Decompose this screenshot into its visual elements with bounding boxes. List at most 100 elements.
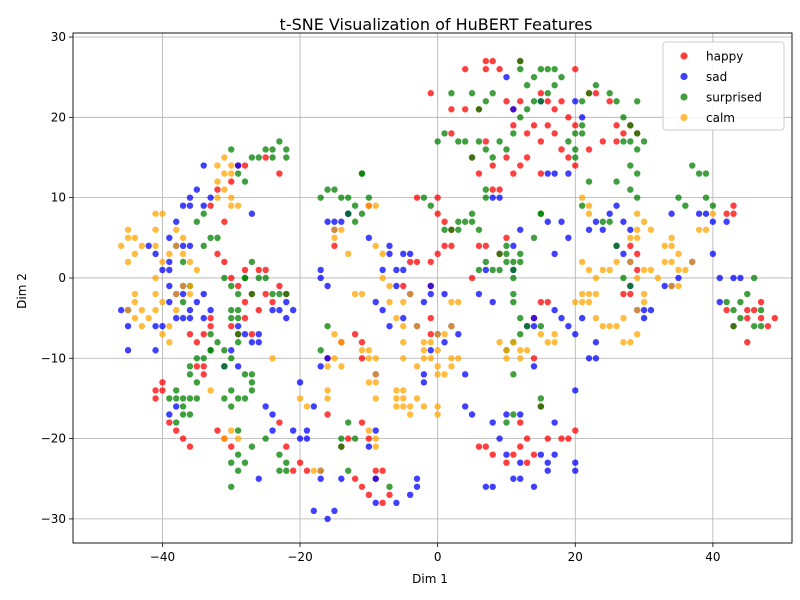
data-point (723, 298, 730, 306)
data-point (248, 210, 256, 217)
data-point (627, 122, 634, 129)
data-point (592, 82, 600, 89)
data-point (358, 210, 366, 217)
data-point (682, 202, 689, 209)
data-point (234, 314, 242, 322)
data-point (186, 314, 194, 322)
data-point (627, 282, 634, 290)
data-point (647, 266, 655, 274)
data-point (234, 363, 242, 370)
data-point (179, 250, 187, 258)
data-point (606, 218, 613, 225)
data-point (530, 483, 538, 490)
data-point (606, 322, 613, 330)
data-point (358, 355, 366, 362)
data-point (744, 339, 751, 346)
data-point (709, 202, 717, 209)
data-point (173, 419, 180, 426)
data-point (468, 90, 476, 97)
data-point (173, 226, 180, 233)
data-point (572, 65, 579, 73)
data-point (228, 427, 235, 434)
data-point (551, 419, 558, 426)
data-point (537, 451, 545, 458)
data-point (475, 443, 483, 450)
data-point (578, 202, 586, 209)
data-point (241, 330, 249, 338)
data-point (627, 290, 634, 298)
data-point (551, 106, 558, 113)
data-point (640, 306, 648, 314)
data-point (578, 122, 586, 129)
data-point (523, 130, 531, 137)
data-point (338, 475, 345, 482)
data-point (530, 322, 538, 330)
data-point (537, 210, 545, 217)
data-point (572, 467, 579, 474)
data-point (613, 138, 620, 145)
data-point (386, 483, 393, 490)
data-point (372, 395, 379, 402)
data-point (441, 130, 448, 137)
data-point (324, 387, 331, 394)
data-point (400, 282, 407, 290)
data-point (537, 65, 545, 73)
data-point (633, 194, 641, 201)
data-point (345, 467, 352, 474)
data-point (675, 266, 682, 274)
data-point (627, 339, 634, 346)
data-point (455, 298, 462, 306)
data-point (517, 114, 524, 121)
data-point (303, 427, 311, 434)
data-point (668, 210, 675, 217)
data-point (750, 322, 758, 330)
data-point (173, 427, 180, 434)
data-point (152, 274, 159, 282)
data-point (303, 467, 311, 474)
data-point (248, 379, 256, 386)
data-point (413, 475, 421, 482)
data-point (420, 347, 428, 354)
data-point (510, 371, 517, 378)
data-point (585, 290, 593, 298)
data-point (441, 226, 448, 233)
data-point (585, 355, 593, 362)
data-point (393, 282, 400, 290)
data-point (558, 98, 565, 105)
chart-title: t-SNE Visualization of HuBERT Features (280, 15, 593, 34)
data-point (400, 314, 407, 322)
data-point (200, 290, 207, 298)
data-point (675, 282, 682, 290)
data-point (358, 290, 366, 298)
data-point (633, 130, 641, 137)
data-point (606, 98, 613, 105)
data-point (599, 226, 606, 233)
data-point (578, 258, 586, 266)
x-tick-label: 0 (434, 550, 442, 564)
data-point (200, 363, 207, 370)
data-point (173, 290, 180, 298)
data-point (565, 170, 572, 177)
data-point (193, 266, 201, 274)
data-point (606, 210, 613, 217)
data-point (572, 130, 579, 137)
data-point (331, 330, 338, 338)
data-point (214, 427, 221, 434)
data-point (654, 274, 662, 282)
legend-label: surprised (706, 91, 762, 105)
data-point (503, 154, 510, 161)
data-point (544, 90, 551, 97)
data-point (613, 242, 620, 250)
data-point (186, 290, 194, 298)
data-point (372, 427, 379, 434)
data-point (565, 114, 572, 121)
data-point (159, 379, 166, 386)
data-point (730, 322, 737, 330)
legend-label: calm (706, 111, 735, 125)
data-point (221, 170, 228, 177)
x-tick-label: 40 (705, 550, 720, 564)
data-point (228, 459, 235, 466)
legend-marker (680, 93, 688, 101)
data-point (193, 395, 201, 402)
data-point (338, 339, 345, 346)
